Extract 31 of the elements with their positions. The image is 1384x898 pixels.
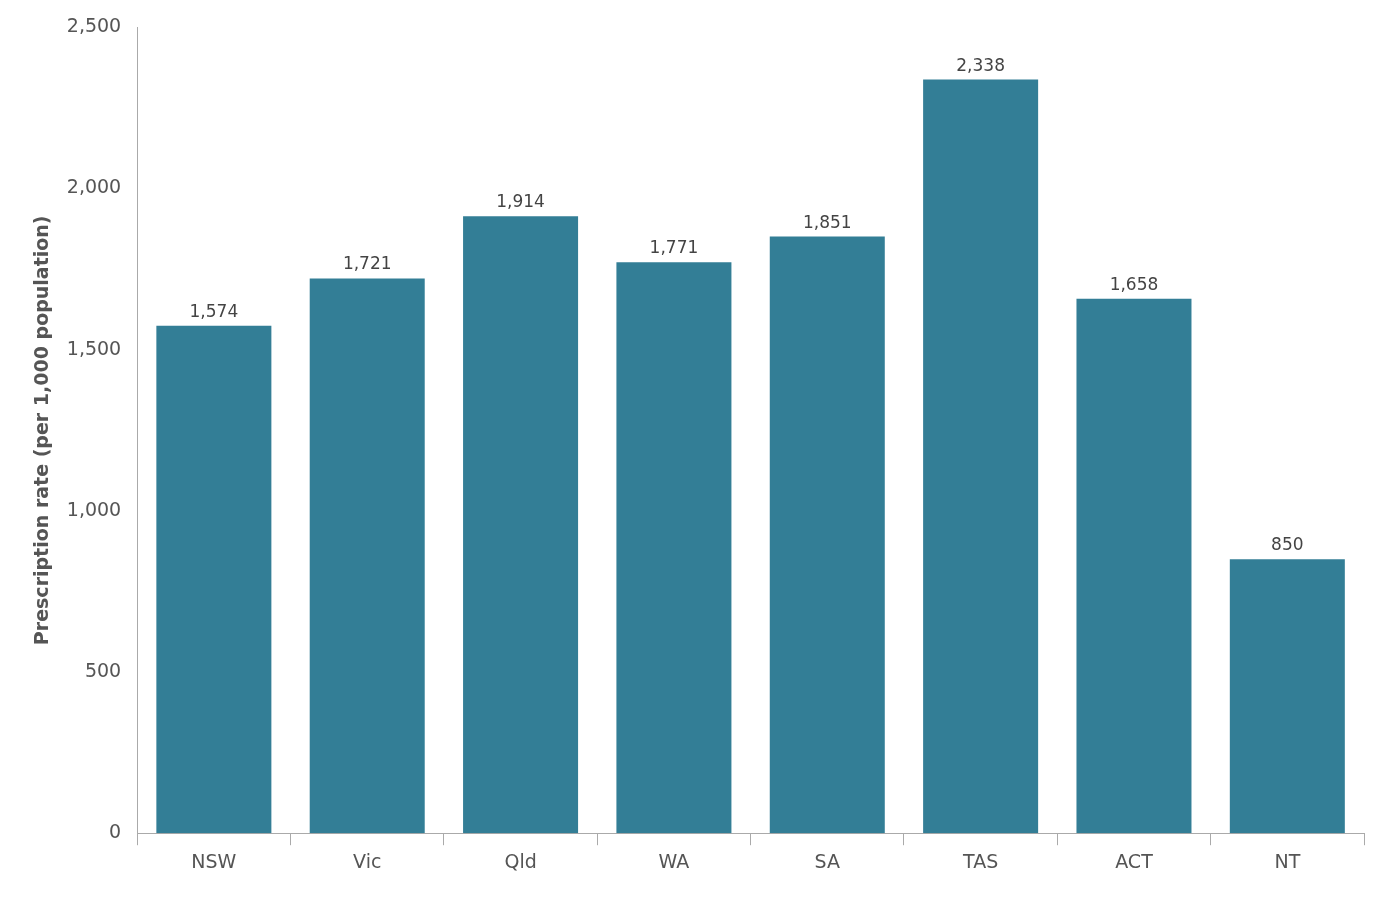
x-tick-label: SA <box>814 849 840 872</box>
data-label: 1,721 <box>342 253 392 274</box>
bar <box>1229 559 1345 834</box>
y-tick-label: 2,000 <box>66 175 122 198</box>
x-tick-label: Vic <box>353 849 382 872</box>
x-tick-label: NT <box>1274 849 1301 872</box>
bar <box>616 262 732 834</box>
x-tick-label: TAS <box>962 849 999 872</box>
y-tick-label: 1,000 <box>66 497 122 520</box>
bar <box>156 325 272 834</box>
data-label: 850 <box>1271 534 1304 555</box>
y-tick-label: 2,500 <box>66 14 122 37</box>
data-label: 1,658 <box>1109 273 1159 294</box>
bar <box>769 236 885 834</box>
data-label: 1,771 <box>649 237 699 258</box>
bar <box>309 278 425 834</box>
x-tick-label: WA <box>658 849 690 872</box>
data-label: 1,574 <box>189 300 239 321</box>
y-tick-label: 500 <box>84 658 122 681</box>
y-tick-label: 1,500 <box>66 336 122 359</box>
x-tick-label: NSW <box>191 849 237 872</box>
bar <box>1076 298 1192 834</box>
x-tick-label: ACT <box>1115 849 1154 872</box>
x-tick-label: Qld <box>504 849 537 872</box>
y-axis-title: Prescription rate (per 1,000 population) <box>30 215 53 646</box>
y-tick-label: 0 <box>109 820 122 843</box>
data-label: 2,338 <box>956 54 1005 75</box>
bar <box>923 79 1039 834</box>
data-label: 1,851 <box>802 211 852 232</box>
data-label: 1,914 <box>496 191 545 212</box>
bar <box>463 216 579 834</box>
